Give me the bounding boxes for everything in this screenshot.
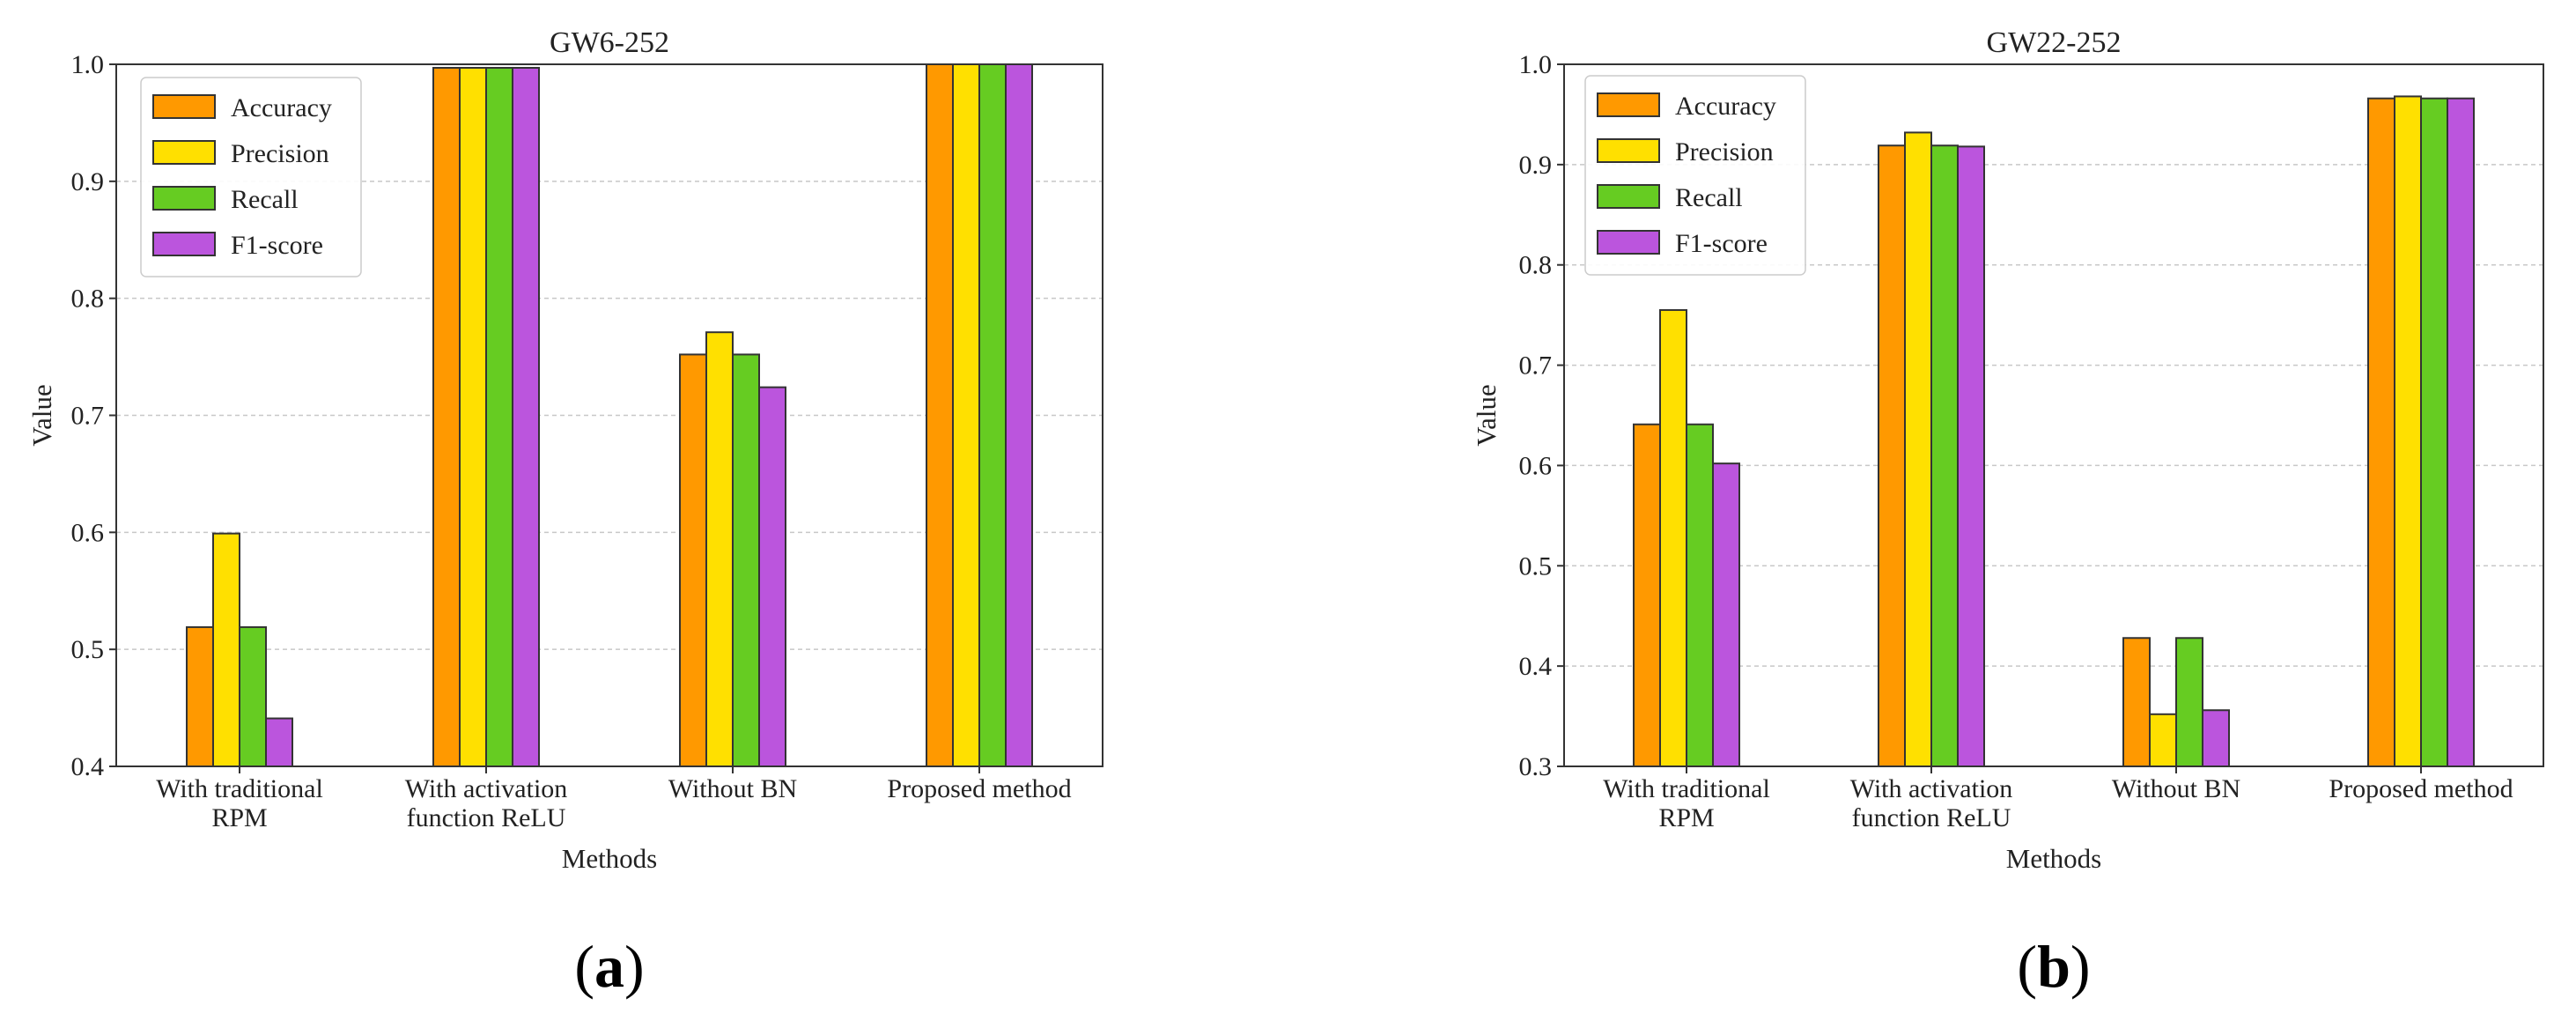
legend-label-accuracy: Accuracy — [231, 93, 332, 122]
bar-recall-cat2 — [1930, 144, 1959, 767]
x-tick-label: function ReLU — [1852, 803, 2011, 832]
legend-swatch-accuracy — [152, 94, 216, 119]
bar-precision-cat2 — [1904, 131, 1932, 767]
y-tick-label: 0.9 — [71, 167, 105, 196]
bar-f1-score-cat1 — [265, 717, 293, 767]
y-tick-label: 0.4 — [71, 752, 105, 781]
bar-accuracy-cat2 — [432, 66, 461, 768]
bar-recall-cat2 — [485, 66, 513, 768]
legend-swatch-f1-score — [1597, 230, 1660, 255]
chart-gw6-252: 0.4 0.5 0.6 0.7 0.8 0.9 1.0 With traditionalRPM… — [26, 26, 1103, 1000]
bar-accuracy-cat4 — [2367, 97, 2395, 767]
x-tick-label: With traditional — [156, 774, 323, 803]
bar-accuracy-cat1 — [1633, 423, 1661, 767]
plot-frame — [115, 63, 1103, 767]
panel-label-close-paren: ) — [624, 933, 645, 1000]
y-tick-label: 0.7 — [1519, 351, 1553, 381]
panel-label: (b) — [2017, 933, 2090, 1000]
legend-swatch-recall — [1597, 184, 1660, 209]
legend-swatch-precision — [1597, 138, 1660, 163]
chart-title: GW22-252 — [1987, 26, 2122, 59]
y-tick-label: 0.5 — [71, 635, 105, 664]
y-tick-label: 0.7 — [71, 402, 105, 431]
bar-f1-score-cat4 — [1005, 63, 1033, 767]
y-axis-label: Value — [26, 384, 57, 447]
bar-accuracy-cat1 — [186, 625, 214, 768]
panel-label-open-paren: ( — [2017, 933, 2037, 1000]
panel-label: (a) — [574, 933, 644, 1000]
chart-gw22-252: 0.3 0.4 0.5 0.6 0.7 0.8 0.9 1.0 With traditional… — [1471, 26, 2544, 1000]
legend-label-precision: Precision — [1675, 137, 1774, 166]
legend-frame — [1584, 75, 1806, 276]
x-tick-label: Proposed method — [2329, 774, 2513, 803]
bar-precision-cat1 — [212, 532, 240, 768]
panel-label-letter: b — [2037, 933, 2070, 1000]
x-tick-label: RPM — [1658, 803, 1714, 832]
legend-label-recall: Recall — [1675, 183, 1743, 212]
panel-label-close-paren: ) — [2070, 933, 2091, 1000]
bar-precision-cat1 — [1659, 308, 1687, 767]
bar-precision-cat3 — [2149, 713, 2177, 768]
x-tick-label: With activation — [405, 774, 568, 803]
bar-precision-cat4 — [952, 63, 980, 767]
legend-label-recall: Recall — [231, 185, 299, 214]
y-tick-label: 0.3 — [1519, 752, 1553, 781]
y-tick-label: 0.8 — [71, 285, 105, 314]
x-tick-label: Proposed method — [887, 774, 1071, 803]
y-axis-label: Value — [1471, 384, 1502, 447]
legend-swatch-recall — [152, 186, 216, 211]
plot-frame — [1563, 63, 2544, 767]
bar-accuracy-cat3 — [2122, 637, 2151, 768]
panel-label-open-paren: ( — [574, 933, 594, 1000]
bar-precision-cat2 — [459, 66, 487, 768]
bar-accuracy-cat4 — [926, 63, 954, 767]
bar-f1-score-cat2 — [1957, 145, 1985, 767]
bar-f1-score-cat2 — [512, 66, 540, 768]
y-tick-label: 0.6 — [1519, 451, 1553, 480]
legend-label-accuracy: Accuracy — [1675, 92, 1776, 121]
legend: Accuracy Precision Recall F1-score — [140, 77, 362, 277]
x-tick-label: With activation — [1850, 774, 2013, 803]
bar-recall-cat4 — [2420, 97, 2448, 767]
legend: Accuracy Precision Recall F1-score — [1584, 75, 1806, 276]
legend-swatch-f1-score — [152, 232, 216, 256]
bar-recall-cat4 — [978, 63, 1007, 767]
y-tick-label: 0.5 — [1519, 551, 1553, 581]
bar-recall-cat3 — [732, 353, 760, 767]
bar-precision-cat3 — [705, 331, 734, 767]
chart-title: GW6-252 — [550, 26, 669, 59]
bar-recall-cat1 — [239, 625, 267, 768]
legend-label-f1-score: F1-score — [231, 231, 323, 260]
bar-accuracy-cat2 — [1878, 144, 1906, 767]
bar-precision-cat4 — [2394, 95, 2422, 768]
x-tick-label: Without BN — [2112, 774, 2240, 803]
bar-f1-score-cat3 — [2202, 709, 2230, 767]
bar-recall-cat1 — [1686, 423, 1714, 767]
bar-recall-cat3 — [2175, 637, 2203, 768]
y-tick-label: 0.9 — [1519, 151, 1553, 180]
x-tick-label: Without BN — [668, 774, 797, 803]
x-tick-label: With traditional — [1603, 774, 1770, 803]
y-tick-label: 1.0 — [71, 50, 105, 79]
bar-f1-score-cat4 — [2447, 97, 2475, 767]
bar-f1-score-cat3 — [758, 386, 786, 767]
x-tick-label: RPM — [211, 803, 267, 832]
legend-swatch-accuracy — [1597, 92, 1660, 117]
legend-label-f1-score: F1-score — [1675, 229, 1768, 258]
legend-label-precision: Precision — [231, 139, 329, 168]
legend-frame — [140, 77, 362, 277]
panel-label-letter: a — [594, 933, 624, 1000]
x-tick-label: function ReLU — [407, 803, 566, 832]
y-tick-label: 0.8 — [1519, 251, 1553, 280]
x-axis-label: Methods — [562, 843, 658, 874]
y-tick-label: 0.6 — [71, 518, 105, 547]
bar-f1-score-cat1 — [1712, 462, 1740, 767]
legend-swatch-precision — [152, 140, 216, 165]
bar-accuracy-cat3 — [679, 353, 707, 767]
y-tick-label: 0.4 — [1519, 652, 1553, 681]
x-axis-label: Methods — [2006, 843, 2102, 874]
y-tick-label: 1.0 — [1519, 50, 1553, 79]
